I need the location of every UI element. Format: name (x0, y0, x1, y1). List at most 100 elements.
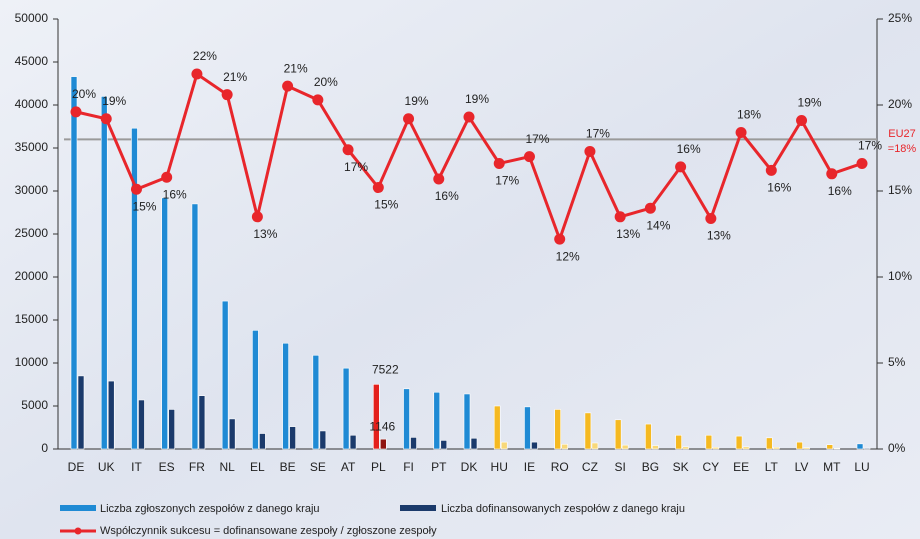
bar (373, 384, 380, 450)
bar (591, 442, 599, 450)
x-tick-label: LU (854, 460, 869, 474)
x-tick-label: UK (98, 460, 115, 474)
rate-point (796, 114, 808, 126)
bar (342, 367, 350, 450)
bar (403, 388, 410, 450)
x-tick-label: DE (68, 460, 85, 474)
rate-label: 14% (646, 218, 670, 232)
y-tick-label: 15000 (15, 312, 49, 326)
bar (735, 435, 743, 450)
rate-label: 16% (435, 189, 459, 203)
rate-label: 21% (284, 61, 308, 75)
x-tick-label: CZ (582, 460, 598, 474)
rate-point (493, 157, 505, 169)
rate-label: 20% (72, 87, 96, 101)
rate-point (251, 211, 263, 223)
y-tick-label: 45000 (15, 54, 49, 68)
bar (863, 447, 871, 450)
bar (312, 354, 320, 450)
bar (561, 443, 568, 450)
rate-point (856, 157, 868, 169)
rate-label: 20% (314, 75, 338, 89)
bar-value-label: 7522 (372, 362, 399, 376)
x-tick-label: FR (189, 460, 205, 474)
y-tick-label: 20000 (15, 269, 49, 283)
rate-label: 12% (556, 249, 580, 263)
x-tick-label: MT (823, 460, 841, 474)
rate-point (735, 127, 747, 139)
x-tick-label: AT (341, 460, 356, 474)
rate-point (433, 173, 445, 185)
y-tick-label: 50000 (15, 11, 49, 25)
bar-value-label: 1146 (369, 419, 395, 433)
bar (228, 418, 236, 450)
rate-label: 21% (223, 70, 247, 84)
legend-swatch (74, 527, 82, 535)
y2-tick-label: 0% (888, 441, 906, 455)
legend-label: Współczynnik sukcesu = dofinansowane zes… (100, 525, 437, 537)
bar (470, 437, 478, 450)
bar (259, 433, 266, 450)
rate-label: 18% (737, 108, 761, 122)
rate-label: 19% (465, 92, 489, 106)
rate-label: 13% (707, 229, 731, 243)
y2-tick-label: 15% (888, 183, 912, 197)
x-tick-label: CY (703, 460, 720, 474)
x-tick-label: LV (795, 460, 809, 474)
y2-tick-label: 25% (888, 11, 912, 25)
rate-label: 19% (405, 94, 429, 108)
y-tick-label: 10000 (15, 355, 49, 369)
x-tick-label: PT (431, 460, 447, 474)
bar (349, 434, 357, 450)
y2-tick-label: 10% (888, 269, 912, 283)
bar (380, 438, 387, 450)
rate-point (584, 145, 596, 157)
bar (191, 203, 199, 450)
bar (100, 96, 108, 450)
bar (621, 444, 629, 450)
bar (803, 447, 810, 450)
bar (161, 197, 168, 450)
bar (766, 437, 773, 450)
bar (584, 412, 592, 450)
x-tick-label: DK (461, 460, 478, 474)
rate-point (463, 111, 475, 123)
y-tick-label: 30000 (15, 183, 49, 197)
rate-label: 17% (525, 132, 549, 146)
bar (856, 443, 864, 450)
rate-point (100, 113, 112, 125)
rate-label: 16% (677, 142, 701, 156)
legend-swatch (400, 505, 436, 511)
x-tick-label: BE (280, 460, 296, 474)
bar (742, 446, 750, 450)
rate-point (644, 202, 656, 214)
bar (138, 399, 145, 450)
x-tick-label: ES (159, 460, 175, 474)
x-tick-label: NL (219, 460, 235, 474)
rate-label: 13% (616, 227, 640, 241)
bar (796, 441, 803, 450)
rate-point (282, 80, 294, 92)
rate-label: 17% (344, 160, 368, 174)
x-tick-label: EL (250, 460, 265, 474)
bar (614, 419, 622, 450)
rate-point (705, 213, 717, 225)
rate-point (675, 161, 687, 173)
bar (826, 444, 834, 450)
bar (221, 300, 229, 450)
bar (440, 440, 448, 450)
rate-point (221, 89, 233, 101)
bar (168, 409, 175, 450)
bar (289, 426, 296, 450)
rate-point (312, 94, 324, 106)
x-tick-label: RO (551, 460, 569, 474)
y-tick-label: 40000 (15, 97, 49, 111)
bar (493, 405, 501, 450)
bar (319, 430, 327, 450)
rate-point (403, 113, 415, 125)
y2-tick-label: 5% (888, 355, 906, 369)
reference-label: EU27 (888, 128, 916, 140)
rate-label: 19% (798, 96, 822, 110)
bar (131, 127, 138, 450)
